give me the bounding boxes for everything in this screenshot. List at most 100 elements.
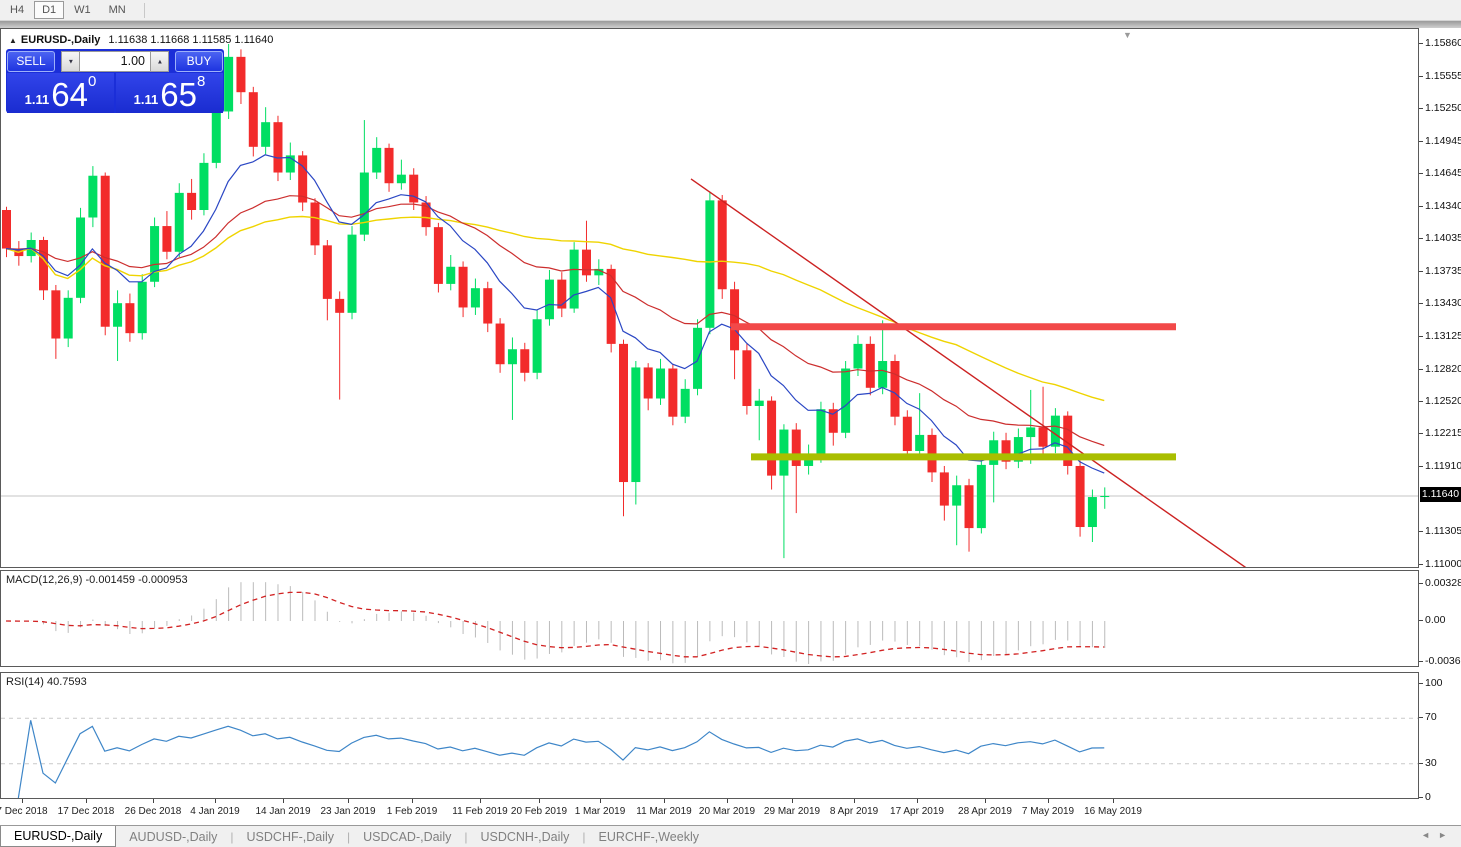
- price-tick-label: 1.13125: [1425, 330, 1461, 342]
- rsi-tick: [1419, 717, 1423, 718]
- macd-indicator-panel: MACD(12,26,9) -0.001459 -0.000953: [0, 570, 1419, 667]
- date-label: 23 Jan 2019: [320, 806, 376, 817]
- sell-button[interactable]: SELL: [7, 50, 55, 72]
- chart-tab-bar: EURUSD-,Daily AUDUSD-,Daily | USDCHF-,Daily…: [0, 825, 1461, 847]
- sell-price-sup: 0: [87, 73, 97, 90]
- chart-shift-marker-icon[interactable]: ▼: [1123, 30, 1132, 40]
- date-label: 7 Dec 2018: [0, 806, 48, 817]
- resistance-line: [731, 323, 1176, 331]
- date-axis[interactable]: 7 Dec 2018 17 Dec 2018 26 Dec 2018 4 Jan 20…: [0, 799, 1419, 825]
- date-label: 28 Apr 2019: [958, 806, 1012, 817]
- price-tick-label: 1.15555: [1425, 70, 1461, 82]
- price-tick: [1419, 238, 1423, 239]
- price-tick-label: 1.14035: [1425, 232, 1461, 244]
- buy-price-sup: 8: [196, 73, 206, 90]
- volume-decrease-button[interactable]: ▼: [61, 50, 80, 72]
- price-tick-label: 1.14340: [1425, 200, 1461, 212]
- macd-tick-label: -0.003659: [1425, 655, 1461, 667]
- price-tick-label: 1.14945: [1425, 135, 1461, 147]
- sell-price-display[interactable]: 1.11 64 0: [7, 73, 114, 113]
- date-tick: [283, 799, 284, 803]
- scroll-right-icon: ►: [1438, 830, 1455, 840]
- date-label: 11 Mar 2019: [636, 806, 692, 817]
- chart-tab-usdchf[interactable]: USDCHF-,Daily: [246, 829, 335, 844]
- price-tick: [1419, 531, 1423, 532]
- date-tick: [985, 799, 986, 803]
- date-label: 16 May 2019: [1084, 806, 1142, 817]
- tab-divider: |: [582, 829, 586, 844]
- date-label: 29 Mar 2019: [763, 806, 821, 817]
- chart-tab-usdcnh[interactable]: USDCNH-,Daily: [480, 829, 570, 844]
- current-price-badge: 1.11640: [1420, 487, 1461, 502]
- date-tick: [153, 799, 154, 803]
- timeframe-button-h4[interactable]: H4: [10, 4, 25, 16]
- collapse-triangle-icon[interactable]: ▲: [9, 36, 17, 45]
- timeframe-button-d1[interactable]: D1: [34, 1, 65, 19]
- price-tick: [1419, 303, 1423, 304]
- date-tick: [1048, 799, 1049, 803]
- price-tick-label: 1.11305: [1425, 525, 1461, 537]
- buy-button[interactable]: BUY: [175, 50, 223, 72]
- rsi-tick: [1419, 683, 1423, 684]
- date-tick: [854, 799, 855, 803]
- price-tick-label: 1.13735: [1425, 265, 1461, 277]
- tab-divider: |: [347, 829, 351, 844]
- date-label: 11 Feb 2019: [452, 806, 508, 817]
- price-tick: [1419, 173, 1423, 174]
- date-tick: [1113, 799, 1114, 803]
- ma-slow-line: [5, 215, 1105, 402]
- chevron-down-icon: ▼: [67, 57, 74, 65]
- date-tick: [22, 799, 23, 803]
- macd-tick: [1419, 583, 1423, 584]
- rsi-chart[interactable]: [1, 673, 1418, 798]
- macd-label: MACD(12,26,9) -0.001459 -0.000953: [6, 574, 188, 586]
- price-tick-label: 1.15860: [1425, 37, 1461, 49]
- date-tick: [412, 799, 413, 803]
- macd-chart[interactable]: [1, 571, 1418, 666]
- date-label: 1 Feb 2019: [386, 806, 438, 817]
- timeframe-button-w1[interactable]: W1: [74, 4, 91, 16]
- price-tick-label: 1.12820: [1425, 363, 1461, 375]
- volume-increase-button[interactable]: ▲: [150, 50, 169, 72]
- buy-price-small: 1.11: [133, 92, 159, 107]
- chart-tab-eurchf[interactable]: EURCHF-,Weekly: [598, 829, 699, 844]
- date-tick: [348, 799, 349, 803]
- price-tick: [1419, 336, 1423, 337]
- price-axis[interactable]: 1.11640 1.15860 1.15555 1.15250 1.14945 1.14…: [1419, 28, 1461, 825]
- date-label: 17 Dec 2018: [57, 806, 115, 817]
- price-tick: [1419, 108, 1423, 109]
- price-tick: [1419, 401, 1423, 402]
- macd-signal-line: [5, 591, 1105, 658]
- date-label: 26 Dec 2018: [124, 806, 182, 817]
- macd-tick: [1419, 661, 1423, 662]
- price-tick-label: 1.15250: [1425, 102, 1461, 114]
- chart-title: ▲ EURUSD-,Daily 1.11638 1.11668 1.11585 1.…: [9, 34, 273, 46]
- price-tick: [1419, 76, 1423, 77]
- rsi-tick-label: 30: [1425, 757, 1437, 769]
- tab-scroll-arrows[interactable]: ◄►: [1421, 830, 1455, 840]
- date-tick: [727, 799, 728, 803]
- chart-tab-audusd[interactable]: AUDUSD-,Daily: [129, 829, 218, 844]
- macd-histogram: [18, 582, 1106, 665]
- chart-ohlc-values: 1.11638 1.11668 1.11585 1.11640: [108, 34, 274, 46]
- chart-tab-usdcad[interactable]: USDCAD-,Daily: [363, 829, 452, 844]
- descending-trendline: [690, 178, 1247, 567]
- timeframe-button-mn[interactable]: MN: [108, 4, 126, 16]
- scroll-left-icon: ◄: [1421, 830, 1439, 840]
- date-label: 14 Jan 2019: [255, 806, 311, 817]
- price-tick-label: 1.12520: [1425, 395, 1461, 407]
- date-tick: [539, 799, 540, 803]
- date-tick: [917, 799, 918, 803]
- date-label: 20 Feb 2019: [510, 806, 568, 817]
- price-tick: [1419, 141, 1423, 142]
- rsi-tick-label: 70: [1425, 711, 1437, 723]
- buy-price-display[interactable]: 1.11 65 8: [116, 73, 223, 113]
- rsi-indicator-panel: RSI(14) 40.7593: [0, 672, 1419, 799]
- price-tick: [1419, 564, 1423, 565]
- horizontal-scrollbar[interactable]: [0, 21, 1461, 28]
- tab-divider: |: [464, 829, 468, 844]
- chart-tab-eurusd[interactable]: EURUSD-,Daily: [0, 826, 117, 847]
- macd-tick: [1419, 620, 1423, 621]
- volume-input[interactable]: [80, 50, 150, 72]
- candlestick-chart[interactable]: [1, 29, 1418, 567]
